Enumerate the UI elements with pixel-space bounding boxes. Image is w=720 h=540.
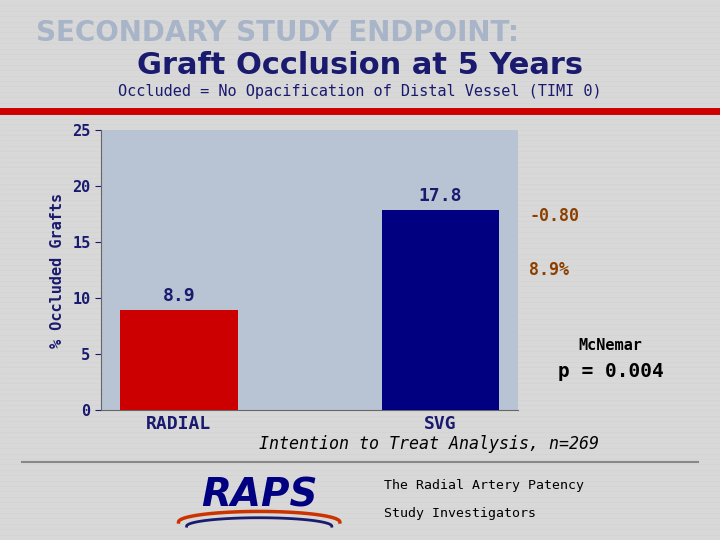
Text: p = 0.004: p = 0.004 [558,362,664,381]
Text: Graft Occlusion at 5 Years: Graft Occlusion at 5 Years [137,51,583,80]
Text: The Radial Artery Patency: The Radial Artery Patency [384,479,584,492]
Text: -0.80: -0.80 [529,207,579,225]
Text: 8.9: 8.9 [163,287,195,305]
Text: Intention to Treat Analysis, n=269: Intention to Treat Analysis, n=269 [259,435,599,453]
Y-axis label: % Occluded Grafts: % Occluded Grafts [50,192,66,348]
Text: Occluded = No Opacification of Distal Vessel (TIMI 0): Occluded = No Opacification of Distal Ve… [118,84,602,99]
Text: SECONDARY STUDY ENDPOINT:: SECONDARY STUDY ENDPOINT: [36,19,519,47]
Bar [120,310,238,410]
Text: 17.8: 17.8 [419,187,462,205]
Text: McNemar: McNemar [579,338,643,353]
Text: Study Investigators: Study Investigators [384,507,536,520]
Bar [382,211,500,410]
Text: RAPS: RAPS [201,477,318,515]
Text: 8.9%: 8.9% [529,261,570,279]
